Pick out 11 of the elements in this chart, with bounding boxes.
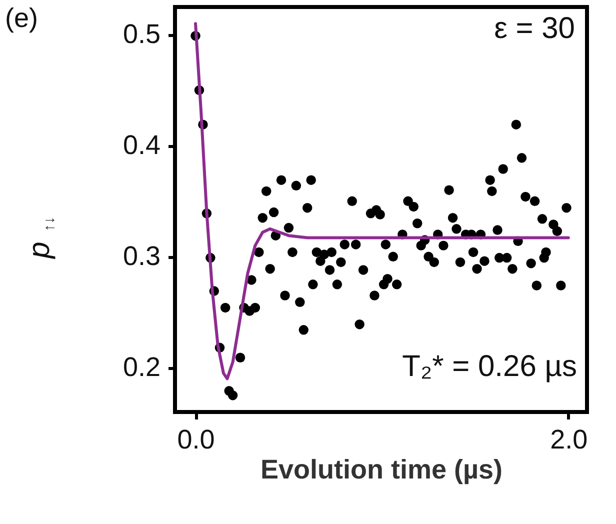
y-tick-label: 0.5 [122,19,160,50]
annotation: ε = 30 [494,12,575,45]
text: (e) [5,3,38,33]
x-axis-title: Evolution time (µs) [260,454,503,484]
x-tick-label: 2.0 [550,424,588,454]
x-tick-label: 0.0 [177,424,215,454]
y-axis-title: p↑↓ [23,216,58,260]
y-tick-label: 0.3 [122,241,160,272]
y-tick-label: 0.2 [122,352,160,382]
y-tick-label: 0.4 [122,130,160,160]
annotation: T₂* = 0.26 µs [402,350,577,383]
